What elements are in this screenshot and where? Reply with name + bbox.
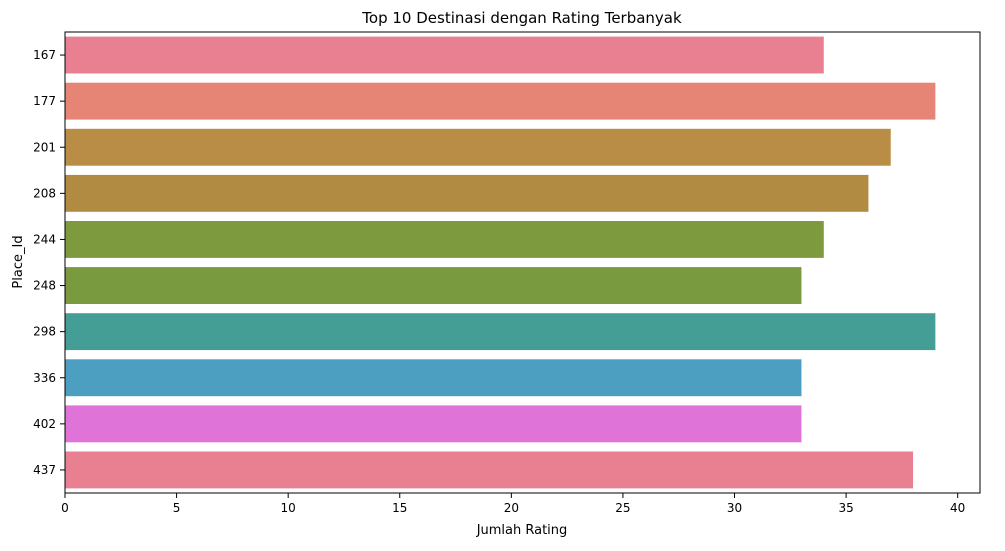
x-axis-label: Jumlah Rating: [476, 523, 568, 538]
y-tick-label: 201: [33, 140, 56, 154]
y-tick-label: 402: [33, 417, 56, 431]
y-tick-label: 437: [33, 463, 56, 477]
bar-167: [65, 36, 824, 74]
bar-201: [65, 128, 891, 166]
y-tick-label: 298: [33, 325, 56, 339]
bar-437: [65, 451, 914, 489]
bar-336: [65, 359, 802, 397]
bar-298: [65, 313, 936, 351]
bar-208: [65, 174, 869, 212]
bar-402: [65, 405, 802, 443]
x-tick-label: 20: [504, 501, 519, 515]
x-tick-label: 0: [61, 501, 69, 515]
y-tick-label: 167: [33, 48, 56, 62]
bar-177: [65, 82, 936, 120]
plot-frame: [64, 31, 981, 494]
y-tick-label: 336: [33, 371, 56, 385]
bars-layer: [65, 36, 936, 489]
x-tick-label: 5: [173, 501, 181, 515]
y-tick-label: 177: [33, 94, 56, 108]
x-tick-label: 35: [838, 501, 853, 515]
y-tick-label: 244: [33, 232, 56, 246]
bar-244: [65, 221, 824, 258]
x-tick-label: 15: [392, 501, 407, 515]
bar-248: [65, 267, 802, 304]
y-axis-label: Place_Id: [11, 235, 26, 288]
x-axis-ticks: 0 5 10 15 20 25 30 35 40: [61, 493, 965, 515]
y-axis-ticks: 167 177 201 208 244 248 298 336 402 437: [33, 48, 65, 477]
x-tick-label: 30: [727, 501, 742, 515]
x-tick-label: 10: [281, 501, 296, 515]
x-tick-label: 25: [615, 501, 630, 515]
y-tick-label: 248: [33, 279, 56, 293]
chart-title: Top 10 Destinasi dengan Rating Terbanyak: [361, 9, 682, 27]
x-tick-label: 40: [950, 501, 965, 515]
y-tick-label: 208: [33, 186, 56, 200]
